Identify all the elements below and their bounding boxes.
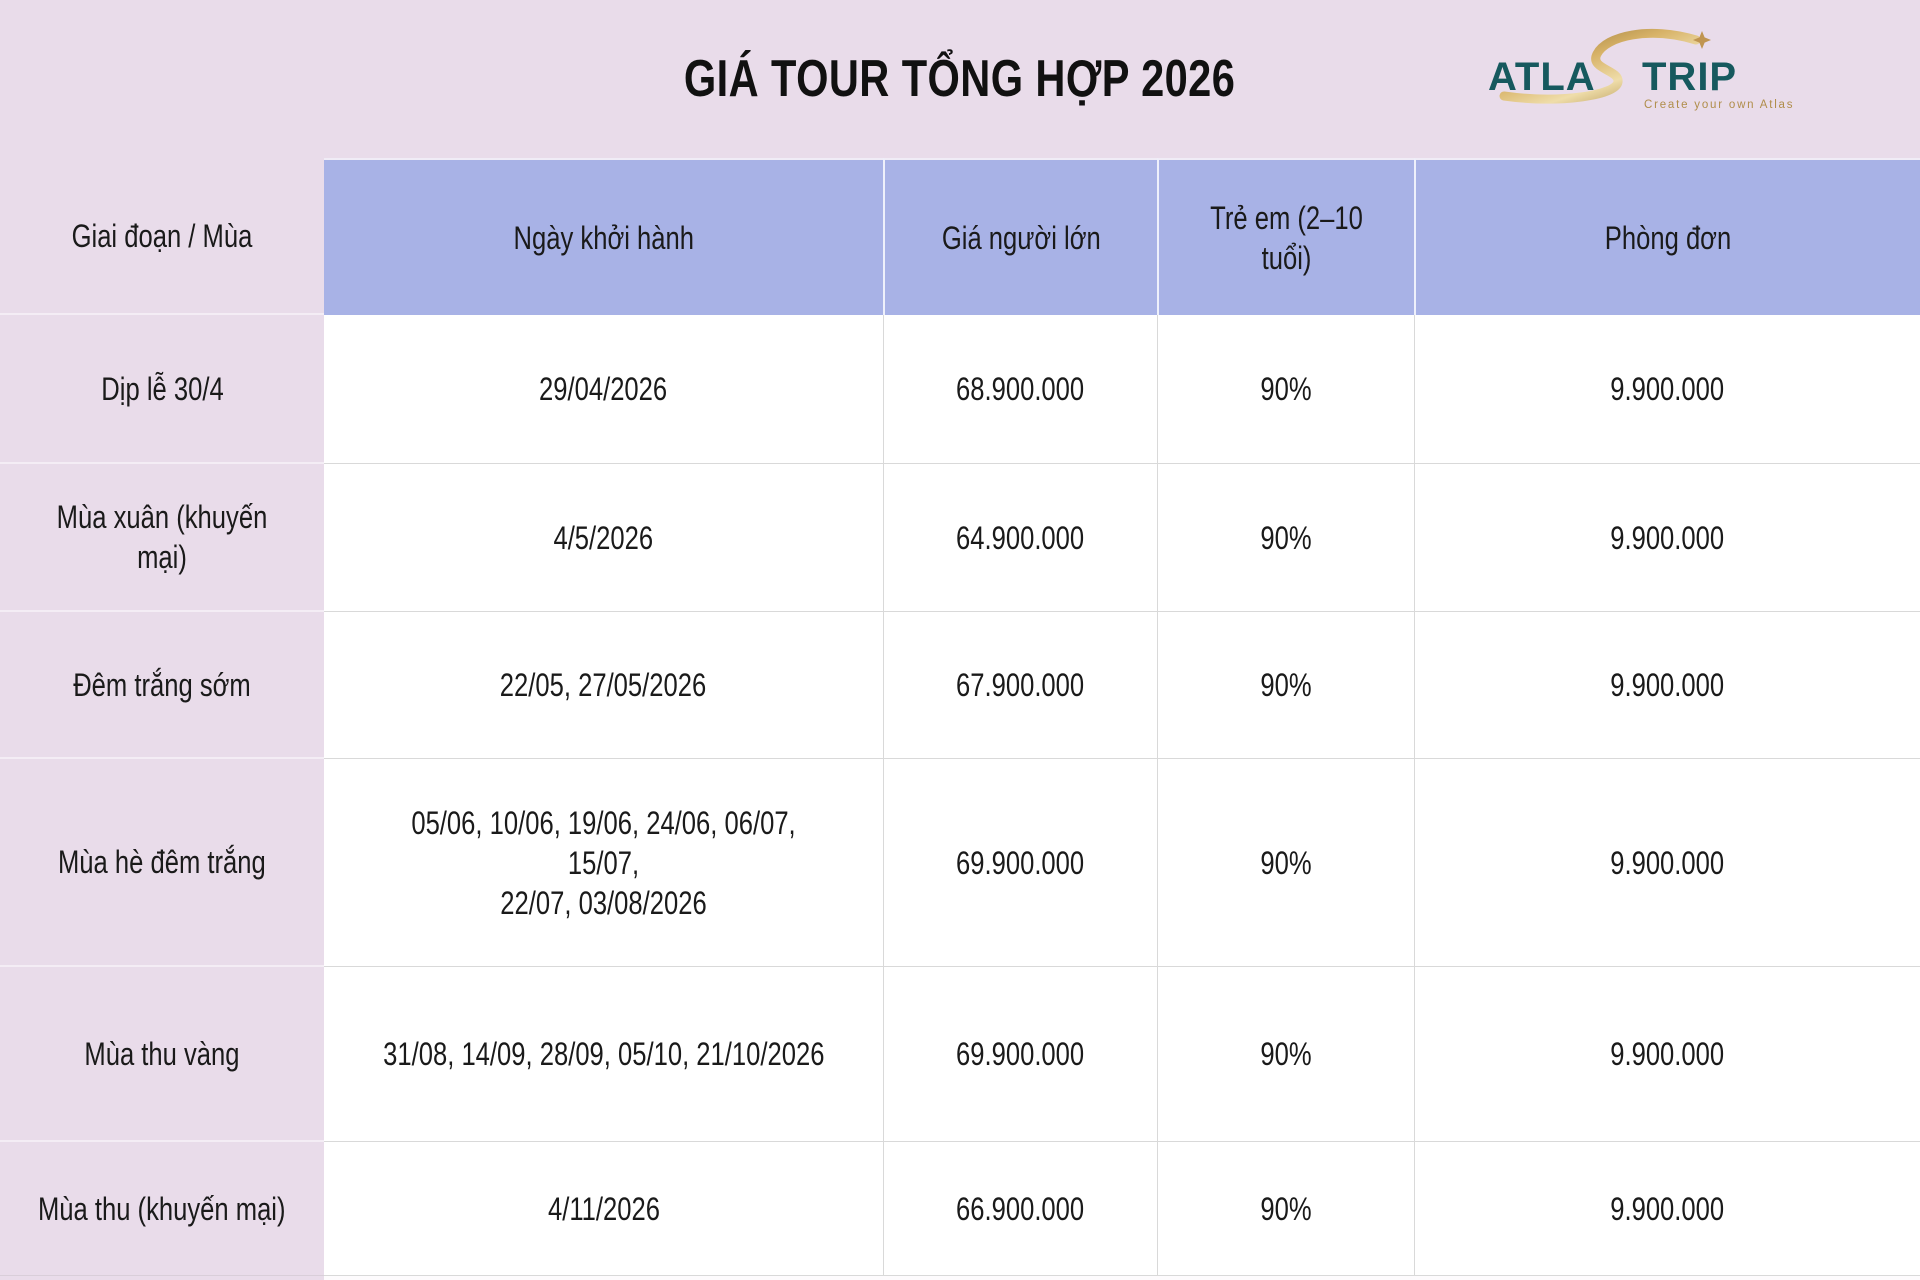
row-3-adult-price-value: 67.900.000 (956, 667, 1085, 703)
col-header-child-price: Trẻ em (2–10 tuổi) (1157, 158, 1414, 315)
row-3-dates-value: 22/05, 27/05/2026 (500, 667, 707, 703)
row-4-child-price: 90% (1157, 759, 1414, 967)
col-header-season-label: Giai đoạn / Mùa (71, 217, 253, 254)
col-header-adult-price-label: Giá người lớn (941, 219, 1101, 256)
col-header-child-price-label: Trẻ em (2–10 tuổi) (1210, 199, 1363, 276)
row-2-adult-price-value: 64.900.000 (956, 519, 1085, 556)
row-5-dates-value: 31/08, 14/09, 28/09, 05/10, 21/10/2026 (382, 1036, 825, 1072)
row-6-child-price: 90% (1157, 1142, 1414, 1276)
row-5-adult-price-value: 69.900.000 (956, 1036, 1085, 1072)
row-3-adult-price: 67.900.000 (883, 612, 1157, 759)
row-4-season: Mùa hè đêm trắng (0, 759, 324, 967)
row-1-child-price: 90% (1157, 315, 1414, 464)
row-1-dates-value: 29/04/2026 (539, 371, 668, 407)
row-2-single-room: 9.900.000 (1414, 464, 1920, 612)
logo-word-end: TRIP (1642, 55, 1737, 99)
row-3-single-room: 9.900.000 (1414, 612, 1920, 759)
row-2-season: Mùa xuân (khuyến mại) (0, 464, 324, 612)
row-1-adult-price-value: 68.900.000 (956, 371, 1085, 407)
row-4-season-label: Mùa hè đêm trắng (58, 844, 266, 880)
row-4-adult-price-value: 69.900.000 (956, 844, 1085, 881)
col-header-single-room: Phòng đơn (1414, 158, 1920, 315)
page-title: GIÁ TOUR TỔNG HỢP 2026 (615, 49, 1304, 109)
row-5-child-price: 90% (1157, 967, 1414, 1142)
row-1-season-label: Dịp lễ 30/4 (100, 370, 224, 407)
row-2-departure-dates: 4/5/2026 (324, 464, 883, 612)
row-6-single-room-value: 9.900.000 (1610, 1190, 1725, 1227)
col-header-departure: Ngày khởi hành (324, 158, 883, 315)
row-5-departure-dates: 31/08, 14/09, 28/09, 05/10, 21/10/2026 (324, 967, 883, 1142)
bottom-strip-right (324, 1276, 1920, 1280)
row-4-adult-price: 69.900.000 (883, 759, 1157, 967)
row-6-adult-price-value: 66.900.000 (956, 1190, 1085, 1227)
row-2-child-price: 90% (1157, 464, 1414, 612)
row-1-season: Dịp lễ 30/4 (0, 315, 324, 464)
row-4-dates-value: 05/06, 10/06, 19/06, 24/06, 06/07, 15/07… (411, 804, 796, 921)
row-6-season-label: Mùa thu (khuyến mại) (38, 1190, 286, 1227)
row-3-season-label: Đêm trắng sớm (73, 666, 251, 703)
page-title-text: GIÁ TOUR TỔNG HỢP 2026 (684, 50, 1236, 108)
col-header-adult-price: Giá người lớn (883, 158, 1157, 315)
row-1-adult-price: 68.900.000 (883, 315, 1157, 464)
row-2-single-room-value: 9.900.000 (1610, 519, 1725, 556)
row-6-single-room: 9.900.000 (1414, 1142, 1920, 1276)
row-4-child-price-value: 90% (1260, 844, 1312, 881)
logo-word-start: ATLA (1488, 55, 1596, 99)
row-5-single-room: 9.900.000 (1414, 967, 1920, 1142)
atlastrip-logo: ATLA TRIP Create your own Atlas (1484, 28, 1816, 112)
title-bar: GIÁ TOUR TỔNG HỢP 2026 ATLA TRIP Create … (0, 0, 1920, 158)
row-1-child-price-value: 90% (1260, 371, 1312, 407)
atlastrip-logo-graphic: ATLA TRIP Create your own Atlas (1488, 28, 1794, 111)
row-4-departure-dates: 05/06, 10/06, 19/06, 24/06, 06/07, 15/07… (324, 759, 883, 967)
col-header-departure-label: Ngày khởi hành (513, 219, 694, 256)
logo-s-swoosh-icon (1499, 28, 1701, 104)
row-2-child-price-value: 90% (1260, 519, 1312, 556)
logo-star-icon (1693, 31, 1711, 49)
row-5-season-label: Mùa thu vàng (84, 1035, 240, 1072)
row-6-child-price-value: 90% (1260, 1190, 1312, 1227)
row-3-child-price: 90% (1157, 612, 1414, 759)
row-6-adult-price: 66.900.000 (883, 1142, 1157, 1276)
row-5-single-room-value: 9.900.000 (1610, 1036, 1725, 1072)
row-3-departure-dates: 22/05, 27/05/2026 (324, 612, 883, 759)
logo-tagline: Create your own Atlas (1644, 99, 1794, 111)
row-6-season: Mùa thu (khuyến mại) (0, 1142, 324, 1276)
row-1-single-room-value: 9.900.000 (1610, 371, 1725, 407)
col-header-season: Giai đoạn / Mùa (0, 158, 324, 315)
row-1-single-room: 9.900.000 (1414, 315, 1920, 464)
row-4-single-room-value: 9.900.000 (1610, 844, 1725, 881)
row-5-adult-price: 69.900.000 (883, 967, 1157, 1142)
price-table: Giai đoạn / Mùa Ngày khởi hành Giá người… (0, 158, 1920, 1280)
bottom-strip-left (0, 1276, 324, 1280)
row-4-single-room: 9.900.000 (1414, 759, 1920, 967)
row-3-single-room-value: 9.900.000 (1610, 667, 1725, 703)
row-5-child-price-value: 90% (1260, 1036, 1312, 1072)
col-header-single-room-label: Phòng đơn (1604, 219, 1732, 256)
row-2-season-label: Mùa xuân (khuyến mại) (56, 499, 268, 575)
row-3-season: Đêm trắng sớm (0, 612, 324, 759)
row-1-departure-dates: 29/04/2026 (324, 315, 883, 464)
row-3-child-price-value: 90% (1260, 667, 1312, 703)
row-2-adult-price: 64.900.000 (883, 464, 1157, 612)
row-5-season: Mùa thu vàng (0, 967, 324, 1142)
row-6-dates-value: 4/11/2026 (547, 1190, 660, 1227)
row-6-departure-dates: 4/11/2026 (324, 1142, 883, 1276)
row-2-dates-value: 4/5/2026 (553, 519, 654, 556)
